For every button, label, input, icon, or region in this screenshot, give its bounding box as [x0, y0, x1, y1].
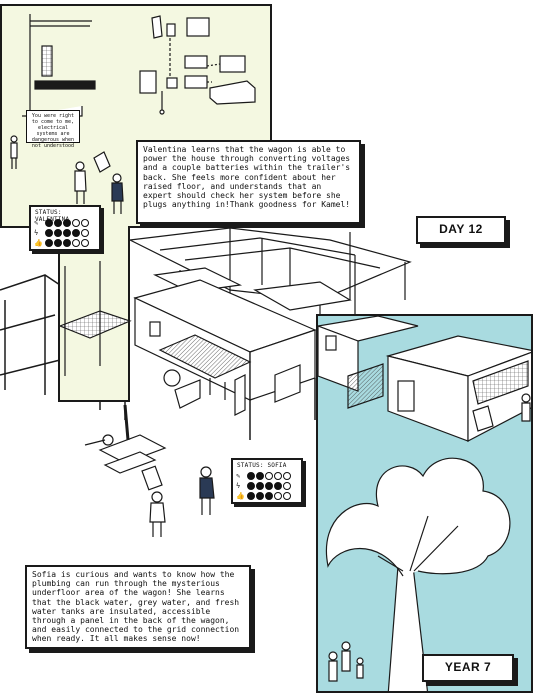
lightning-icon: ϟ — [236, 482, 241, 490]
speech-bubble: You were right to come to me, electrical… — [26, 110, 80, 149]
day-label: DAY 12 — [416, 216, 506, 244]
status-valentina: STATUS: VALENTINA ✎ ϟ 👍 — [29, 205, 101, 251]
tiny-house-wagon — [133, 279, 317, 440]
future-house-illustration — [318, 316, 531, 691]
kamel-figure — [149, 491, 166, 537]
status-row-3 — [45, 239, 89, 248]
panel-year-7: YEAR 7 — [316, 314, 533, 693]
status-sofia: STATUS: SOFIA ✎ ϟ 👍 — [231, 458, 303, 504]
year-label: YEAR 7 — [422, 654, 514, 682]
lightning-icon: ϟ — [34, 229, 39, 237]
panel-raised-floor — [58, 226, 132, 402]
status-row-2 — [45, 229, 89, 238]
electrical-diagram — [10, 14, 256, 214]
sofia-figure — [199, 466, 215, 515]
status-row-1 — [45, 219, 89, 228]
status-row-1 — [247, 472, 291, 481]
raised-floor-illustration — [60, 261, 132, 376]
thumbs-up-icon: 👍 — [34, 239, 43, 247]
plumbing-tanks — [84, 404, 167, 491]
pencil-icon: ✎ — [34, 219, 39, 227]
narration-valentina: Valentina learns that the wagon is able … — [136, 140, 361, 224]
status-label: STATUS: SOFIA — [237, 462, 287, 469]
status-row-3 — [247, 492, 291, 501]
thumbs-up-icon: 👍 — [236, 492, 245, 500]
status-row-2 — [247, 482, 291, 491]
house-frame — [127, 227, 412, 320]
pencil-icon: ✎ — [236, 472, 241, 480]
narration-sofia: Sofia is curious and wants to know how t… — [25, 565, 251, 649]
